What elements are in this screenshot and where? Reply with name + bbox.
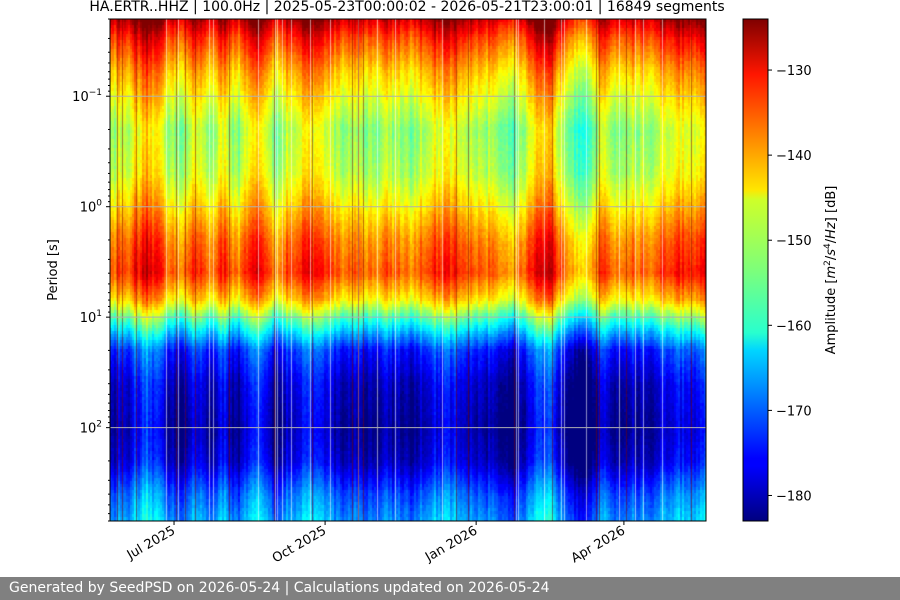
colorbar-label: Amplitude [m2/s4/Hz] [dB]	[823, 186, 839, 355]
heatmap-raster	[110, 19, 706, 521]
grid-lines	[110, 95, 706, 429]
x-tick-label: Oct 2025	[270, 523, 329, 566]
colorbar-tick-label: −140	[776, 149, 812, 164]
x-tick-label: Jul 2025	[124, 523, 178, 563]
y-tick-label: 101	[80, 309, 102, 326]
footer-text: Generated by SeedPSD on 2026-05-24 | Cal…	[9, 580, 550, 596]
y-tick-label: 100	[80, 199, 103, 216]
x-tick-label: Jan 2026	[422, 523, 480, 565]
x-tick-label: Apr 2026	[569, 523, 628, 566]
x-axis: Jul 2025 Oct 2025 Jan 2026 Apr 2026	[124, 521, 628, 566]
heatmap-plot-area	[110, 19, 706, 521]
y-axis: 10−1 100 101 102	[72, 18, 110, 522]
y-tick-label: 10−1	[72, 88, 102, 105]
colorbar-tick-label: −170	[776, 404, 812, 419]
y-axis-label: Period [s]	[46, 239, 61, 301]
colorbar-axis: −130 −140 −150 −160 −170 −180	[768, 64, 812, 504]
chart-title: HA.ERTR..HHZ | 100.0Hz | 2025-05-23T00:0…	[89, 0, 724, 15]
colorbar-tick-label: −130	[776, 64, 812, 79]
spectrogram-chart: HA.ERTR..HHZ | 100.0Hz | 2025-05-23T00:0…	[46, 0, 839, 566]
colorbar	[742, 18, 769, 522]
colorbar-tick-label: −160	[776, 319, 812, 334]
plot-frame	[109, 18, 707, 522]
footer-bar: Generated by SeedPSD on 2026-05-24 | Cal…	[0, 577, 900, 600]
colorbar-tick-label: −150	[776, 234, 812, 249]
y-tick-label: 102	[80, 420, 102, 437]
colorbar-tick-label: −180	[776, 489, 812, 504]
